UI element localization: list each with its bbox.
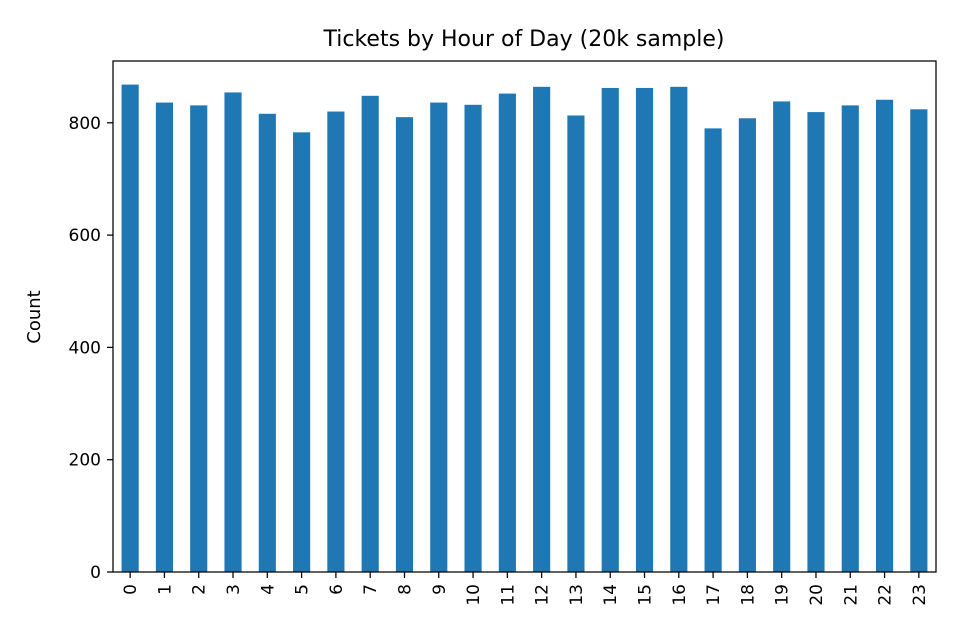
y-axis-label: Count (24, 290, 45, 343)
x-tick-label: 4 (258, 584, 278, 595)
chart-title: Tickets by Hour of Day (20k sample) (322, 27, 724, 52)
bar-hour-14 (601, 87, 619, 572)
plot-frame (112, 60, 937, 573)
x-tick-label: 1 (155, 584, 175, 595)
bar-hour-10 (464, 104, 482, 573)
y-axis-ticks: 0 200 400 600 800 (69, 114, 113, 583)
x-tick-label: 11 (498, 584, 518, 606)
bar-hour-23 (910, 109, 928, 573)
x-tick-label: 8 (395, 584, 415, 595)
bar-hour-17 (704, 128, 722, 572)
y-tick-label: 800 (69, 114, 101, 134)
bar-hour-6 (327, 111, 345, 573)
x-tick-label: 18 (738, 584, 758, 606)
x-tick-label: 13 (567, 584, 587, 606)
y-tick-label: 600 (69, 226, 101, 246)
x-tick-label: 10 (464, 584, 484, 606)
bar-hour-5 (293, 132, 311, 573)
bars-group (121, 84, 928, 573)
bar-hour-3 (224, 92, 242, 572)
x-tick-label: 6 (327, 584, 347, 595)
bar-hour-8 (395, 117, 414, 573)
x-tick-label: 15 (636, 584, 656, 606)
x-tick-label: 23 (910, 584, 930, 606)
y-tick-label: 0 (90, 563, 101, 583)
x-tick-label: 21 (841, 584, 861, 606)
x-tick-label: 7 (361, 584, 381, 595)
x-tick-label: 9 (430, 584, 450, 595)
x-tick-label: 3 (224, 584, 244, 595)
x-tick-label: 20 (807, 584, 827, 606)
bar-hour-19 (773, 101, 791, 572)
bar-hour-22 (875, 99, 894, 572)
bar-hour-12 (533, 86, 551, 572)
x-tick-label: 0 (121, 584, 141, 595)
x-tick-label: 16 (670, 584, 690, 606)
bar-hour-11 (498, 93, 516, 573)
bar-hour-21 (841, 105, 859, 572)
x-tick-label: 5 (293, 584, 313, 595)
x-tick-label: 17 (704, 584, 724, 606)
y-tick-label: 200 (69, 451, 101, 471)
bar-hour-16 (670, 86, 688, 572)
bar-hour-20 (807, 112, 825, 572)
bar-hour-0 (121, 84, 139, 572)
y-tick-label: 400 (69, 338, 101, 358)
x-tick-label: 14 (601, 584, 621, 606)
bar-hour-15 (635, 87, 654, 572)
bar-hour-7 (361, 95, 379, 573)
x-tick-label: 12 (533, 584, 553, 606)
bar-hour-1 (155, 102, 174, 573)
bar-hour-2 (190, 105, 208, 572)
bar-hour-13 (567, 115, 585, 572)
x-tick-label: 19 (773, 584, 793, 606)
x-tick-label: 2 (190, 584, 210, 595)
x-axis-ticks: 0 1 2 3 4 5 6 7 8 9 10 11 12 13 14 15 16 17 18 19 20 21 22 23 (121, 572, 930, 606)
x-tick-label: 22 (876, 584, 896, 606)
bar-hour-4 (258, 113, 276, 573)
bar-hour-18 (738, 118, 756, 573)
bar-hour-9 (430, 102, 448, 573)
